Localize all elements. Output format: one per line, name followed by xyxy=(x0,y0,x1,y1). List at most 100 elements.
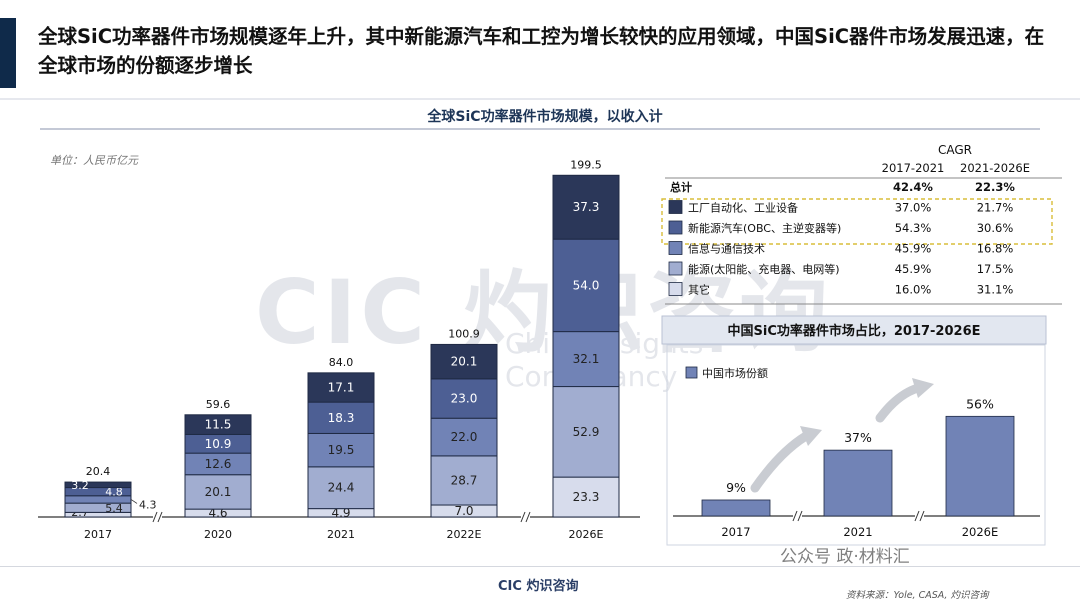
total-label: 100.9 xyxy=(448,327,480,340)
cagr-value: 31.1% xyxy=(977,283,1014,297)
page-headline: 全球SiC功率器件市场规模逐年上升，其中新能源汽车和工控为增长较快的应用领域，中… xyxy=(38,25,1045,77)
bar-segment xyxy=(552,386,620,478)
bar-segment xyxy=(552,331,620,388)
cagr-column-header: 2017-2021 xyxy=(882,161,945,175)
category-label: 2017 xyxy=(721,525,750,539)
total-label: 59.6 xyxy=(206,398,231,411)
legend-label: 能源(太阳能、充电器、电网等) xyxy=(688,262,840,276)
total-label: 199.5 xyxy=(570,158,602,171)
cagr-value: 16.0% xyxy=(895,283,932,297)
value-label: 19.5 xyxy=(328,443,355,457)
axis-break-gap xyxy=(521,511,530,523)
value-label: 5.4 xyxy=(105,502,123,515)
category-label: 2017 xyxy=(84,528,112,541)
value-label: 20.1 xyxy=(205,485,232,499)
legend-label: 其它 xyxy=(688,283,710,297)
cagr-header: CAGR xyxy=(938,143,972,157)
value-label: 18.3 xyxy=(328,411,355,425)
cagr-value: 45.9% xyxy=(895,262,932,276)
trend-arrowhead xyxy=(800,426,822,446)
share-bar xyxy=(701,499,771,517)
total-label: 84.0 xyxy=(329,356,354,369)
accent-bar xyxy=(0,18,16,88)
share-panel-header xyxy=(661,315,1047,345)
share-bar xyxy=(945,415,1015,517)
value-label: 32.1 xyxy=(573,352,600,366)
value-label: 54.0 xyxy=(573,278,600,292)
leader-line xyxy=(130,499,138,504)
share-panel-title: 中国SiC功率器件市场占比，2017-2026E xyxy=(728,323,981,339)
category-label: 2021 xyxy=(327,528,355,541)
chart-title: 全球SiC功率器件市场规模，以收入计 xyxy=(427,109,663,125)
bar-segment xyxy=(430,455,498,506)
trend-arrow xyxy=(875,383,923,423)
axis-break-mark xyxy=(914,510,920,522)
cagr-value: 16.8% xyxy=(977,242,1014,256)
axis-break-mark xyxy=(797,510,803,522)
cagr-value: 54.3% xyxy=(895,221,932,235)
value-label: 24.4 xyxy=(328,481,355,495)
cagr-value: 30.6% xyxy=(977,221,1014,235)
legend-label: 工厂自动化、工业设备 xyxy=(688,201,798,215)
axis-break-mark xyxy=(919,510,925,522)
bar-segment xyxy=(307,372,375,403)
category-label: 2026E xyxy=(569,528,604,541)
bar-segment xyxy=(430,378,498,419)
share-value-label: 56% xyxy=(966,396,994,411)
bar-segment xyxy=(64,481,132,489)
category-label: 2020 xyxy=(204,528,232,541)
value-label: 7.0 xyxy=(454,504,473,518)
axis-break-mark xyxy=(157,511,163,523)
axis-break-mark xyxy=(792,510,798,522)
cagr-value: 42.4% xyxy=(893,180,933,194)
value-label: 10.9 xyxy=(205,437,232,451)
axis-break-gap xyxy=(153,511,162,523)
value-label: 20.1 xyxy=(451,355,478,369)
highlight-box xyxy=(661,198,1053,245)
axis-break-gap xyxy=(793,510,802,522)
value-label: 22.0 xyxy=(451,430,478,444)
share-value-label: 37% xyxy=(844,430,872,445)
source-note: 资料来源：Yole, CASA, 灼识咨询 xyxy=(846,590,989,601)
value-label: 11.5 xyxy=(205,418,232,432)
unit-label: 单位：人民币亿元 xyxy=(50,154,138,167)
bar-segment xyxy=(552,238,620,333)
value-label: 4.9 xyxy=(331,506,350,520)
value-label: 4.3 xyxy=(139,498,157,511)
legend-label: 中国市场份额 xyxy=(702,366,768,380)
value-label: 23.3 xyxy=(573,490,600,504)
cagr-value: 37.0% xyxy=(895,201,932,215)
cagr-value: 17.5% xyxy=(977,262,1014,276)
share-value-label: 9% xyxy=(726,480,746,495)
value-label: 12.6 xyxy=(205,457,232,471)
legend-label: 新能源汽车(OBC、主逆变器等) xyxy=(688,221,841,235)
value-label: 28.7 xyxy=(451,473,478,487)
share-panel-frame xyxy=(666,344,1046,546)
category-label: 2022E xyxy=(447,528,482,541)
bar-segment xyxy=(430,343,498,380)
axis-break-gap xyxy=(915,510,924,522)
value-label: 3.2 xyxy=(71,479,89,492)
legend-label: 总计 xyxy=(670,180,692,194)
category-label: 2021 xyxy=(843,525,872,539)
legend-swatch xyxy=(668,282,683,296)
legend-swatch xyxy=(668,220,683,235)
bar-segment xyxy=(430,417,498,457)
value-label: 52.9 xyxy=(573,425,600,439)
axis-break-mark xyxy=(520,511,526,523)
legend-label: 信息与通信技术 xyxy=(688,242,765,256)
trend-arrowhead xyxy=(912,378,934,398)
footer-logo: CIC 灼识咨询 xyxy=(498,579,579,594)
chart-title-divider xyxy=(40,128,1040,130)
bar-segment xyxy=(552,476,620,518)
cagr-value: 45.9% xyxy=(895,242,932,256)
share-bar xyxy=(823,449,893,517)
legend-swatch xyxy=(668,241,683,255)
value-label: 23.0 xyxy=(451,392,478,406)
legend-swatch xyxy=(668,261,683,276)
value-label: 37.3 xyxy=(573,200,600,214)
total-label: 20.4 xyxy=(86,465,111,478)
legend-swatch xyxy=(685,366,698,379)
axis-break-mark xyxy=(152,511,158,523)
